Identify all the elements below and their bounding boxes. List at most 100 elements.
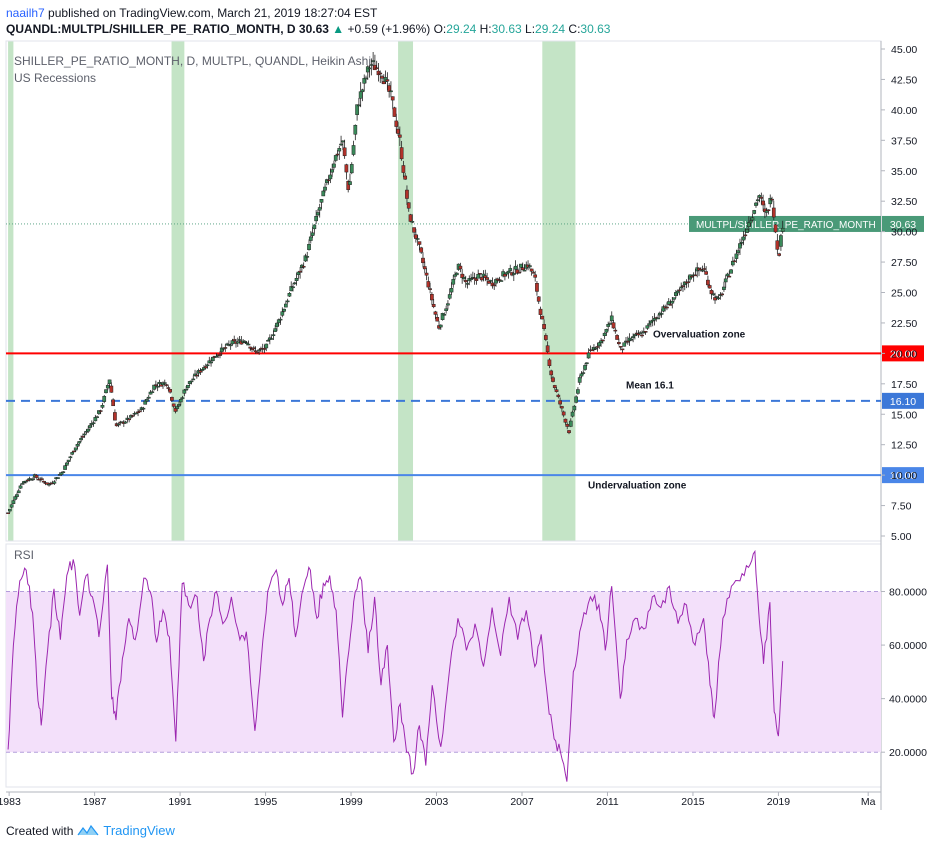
candle-bull bbox=[73, 447, 78, 451]
candle-bull bbox=[513, 265, 518, 270]
candle-bear bbox=[643, 331, 648, 333]
candle-bear bbox=[552, 385, 557, 388]
candle-bear bbox=[373, 64, 377, 71]
candle-bear bbox=[560, 406, 564, 409]
time-tick-label: 1999 bbox=[339, 796, 363, 808]
candle-bear bbox=[618, 346, 623, 348]
candle-bull bbox=[364, 77, 368, 80]
candle-bear bbox=[615, 335, 619, 340]
candle-bear bbox=[262, 348, 267, 350]
candle-bull bbox=[123, 421, 128, 424]
candle-bear bbox=[517, 271, 521, 274]
candle-bear bbox=[561, 411, 566, 416]
axes: 5.00 7.50 10.00 12.50 15.00 17.50 20.00 22.50 25… bbox=[0, 44, 927, 808]
candle-bear bbox=[426, 281, 431, 288]
candle-bull bbox=[321, 190, 326, 197]
author-link[interactable]: naailh7 bbox=[6, 6, 45, 20]
candle-bull bbox=[609, 315, 614, 322]
candle-bull bbox=[608, 323, 612, 325]
candle-bear bbox=[335, 153, 340, 156]
candle-bear bbox=[396, 128, 400, 134]
candle-bear bbox=[154, 384, 158, 386]
candle-bull bbox=[328, 174, 333, 180]
candle-bear bbox=[198, 370, 203, 373]
candle-bear bbox=[625, 341, 630, 343]
candle-bull bbox=[670, 300, 675, 304]
candle-bear bbox=[414, 234, 418, 239]
candle-bull bbox=[440, 313, 445, 320]
candle-bear bbox=[551, 377, 555, 382]
candle-bear bbox=[81, 436, 85, 438]
candle-bull bbox=[572, 405, 577, 411]
candle-bull bbox=[273, 328, 278, 332]
hline-price-tag-text: 10.00 bbox=[890, 470, 916, 482]
candle-bull bbox=[355, 104, 359, 115]
candle-bull bbox=[75, 444, 80, 447]
last-price-tag bbox=[882, 215, 924, 232]
candle-bear bbox=[422, 266, 427, 270]
candle-bull bbox=[508, 268, 513, 271]
candle-bear bbox=[394, 120, 399, 127]
candle-bull bbox=[469, 278, 473, 280]
series-name-tag bbox=[689, 215, 881, 232]
valuation-lines: 20.00 16.10 10.00 MULTPL/SHILLER_PE_RATIO_M… bbox=[6, 215, 924, 484]
candle-bear bbox=[127, 418, 132, 421]
candle-bear bbox=[549, 370, 554, 376]
candle-bull bbox=[280, 311, 285, 316]
candle-bear bbox=[424, 272, 429, 276]
candle-bull bbox=[150, 391, 155, 393]
candle-bull bbox=[314, 216, 318, 222]
candle-bull bbox=[64, 462, 69, 466]
time-tick-label: 1983 bbox=[0, 796, 21, 808]
candle-bull bbox=[214, 355, 219, 358]
tradingview-brand[interactable]: TradingView bbox=[103, 823, 175, 838]
candle-bull bbox=[266, 340, 270, 342]
hline-price-tag bbox=[882, 467, 924, 484]
candle-bull bbox=[519, 263, 523, 268]
candle-bull bbox=[332, 163, 336, 168]
candle-bull bbox=[186, 384, 190, 388]
candle-bull bbox=[9, 504, 14, 508]
candle-bull bbox=[178, 399, 183, 403]
candle-bull bbox=[451, 279, 456, 285]
candle-bull bbox=[570, 411, 575, 417]
candle-bear bbox=[681, 285, 685, 287]
candle-bull bbox=[745, 228, 749, 233]
price-tick-label: 15.00 bbox=[891, 409, 917, 421]
candle-bull bbox=[739, 241, 744, 244]
candle-bear bbox=[194, 374, 199, 377]
candle-bull bbox=[189, 380, 194, 383]
price-tick-label: 27.50 bbox=[891, 257, 917, 269]
candle-bull bbox=[317, 207, 322, 211]
close-value: 30.63 bbox=[580, 22, 611, 36]
candle-bear bbox=[567, 430, 571, 434]
candle-bull bbox=[511, 273, 516, 276]
candle-bear bbox=[556, 394, 561, 397]
candle-bull bbox=[95, 416, 99, 418]
candle-bull bbox=[631, 336, 635, 338]
candle-bull bbox=[155, 385, 160, 388]
candle-bull bbox=[264, 343, 269, 349]
candle-bear bbox=[713, 297, 717, 301]
candle-bear bbox=[166, 387, 171, 389]
candle-bear bbox=[709, 290, 714, 295]
candle-bull bbox=[723, 278, 728, 283]
candle-bear bbox=[109, 385, 114, 393]
candle-bull bbox=[348, 181, 352, 185]
rsi-tick-label: 80.0000 bbox=[889, 587, 927, 599]
candle-bear bbox=[232, 339, 237, 342]
candle-bear bbox=[428, 288, 432, 290]
candle-bull bbox=[184, 388, 188, 391]
candle-bear bbox=[485, 277, 489, 280]
last-price: 30.63 bbox=[298, 22, 329, 36]
candle-bull bbox=[16, 490, 21, 494]
candle-bear bbox=[171, 403, 176, 407]
candle-bull bbox=[191, 378, 196, 381]
candle-bull bbox=[205, 364, 210, 367]
candle-bull bbox=[711, 293, 716, 296]
zone-label: Undervaluation zone bbox=[588, 481, 687, 492]
candle-bear bbox=[72, 450, 76, 453]
candle-bear bbox=[326, 179, 331, 182]
candle-bear bbox=[686, 281, 691, 283]
